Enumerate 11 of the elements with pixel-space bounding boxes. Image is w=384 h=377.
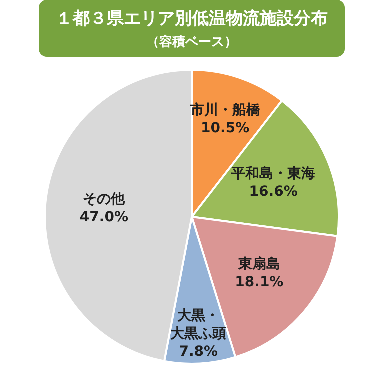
chart-title: １都３県エリア別低温物流施設分布 xyxy=(55,8,329,30)
data-label: 18.1% xyxy=(235,274,284,290)
data-label: 16.6% xyxy=(249,184,298,200)
slice-label: 東扇島 xyxy=(237,256,280,272)
slice-label: 大黒・大黒ふ頭 xyxy=(170,308,227,342)
data-label: 7.8% xyxy=(179,344,218,360)
chart-subtitle: （容積ベース） xyxy=(146,34,238,51)
data-label: 10.5% xyxy=(201,120,250,136)
slice-label: その他 xyxy=(83,191,126,208)
data-label: 47.0% xyxy=(80,209,128,226)
slice-label: 平和島・東海 xyxy=(230,166,316,182)
